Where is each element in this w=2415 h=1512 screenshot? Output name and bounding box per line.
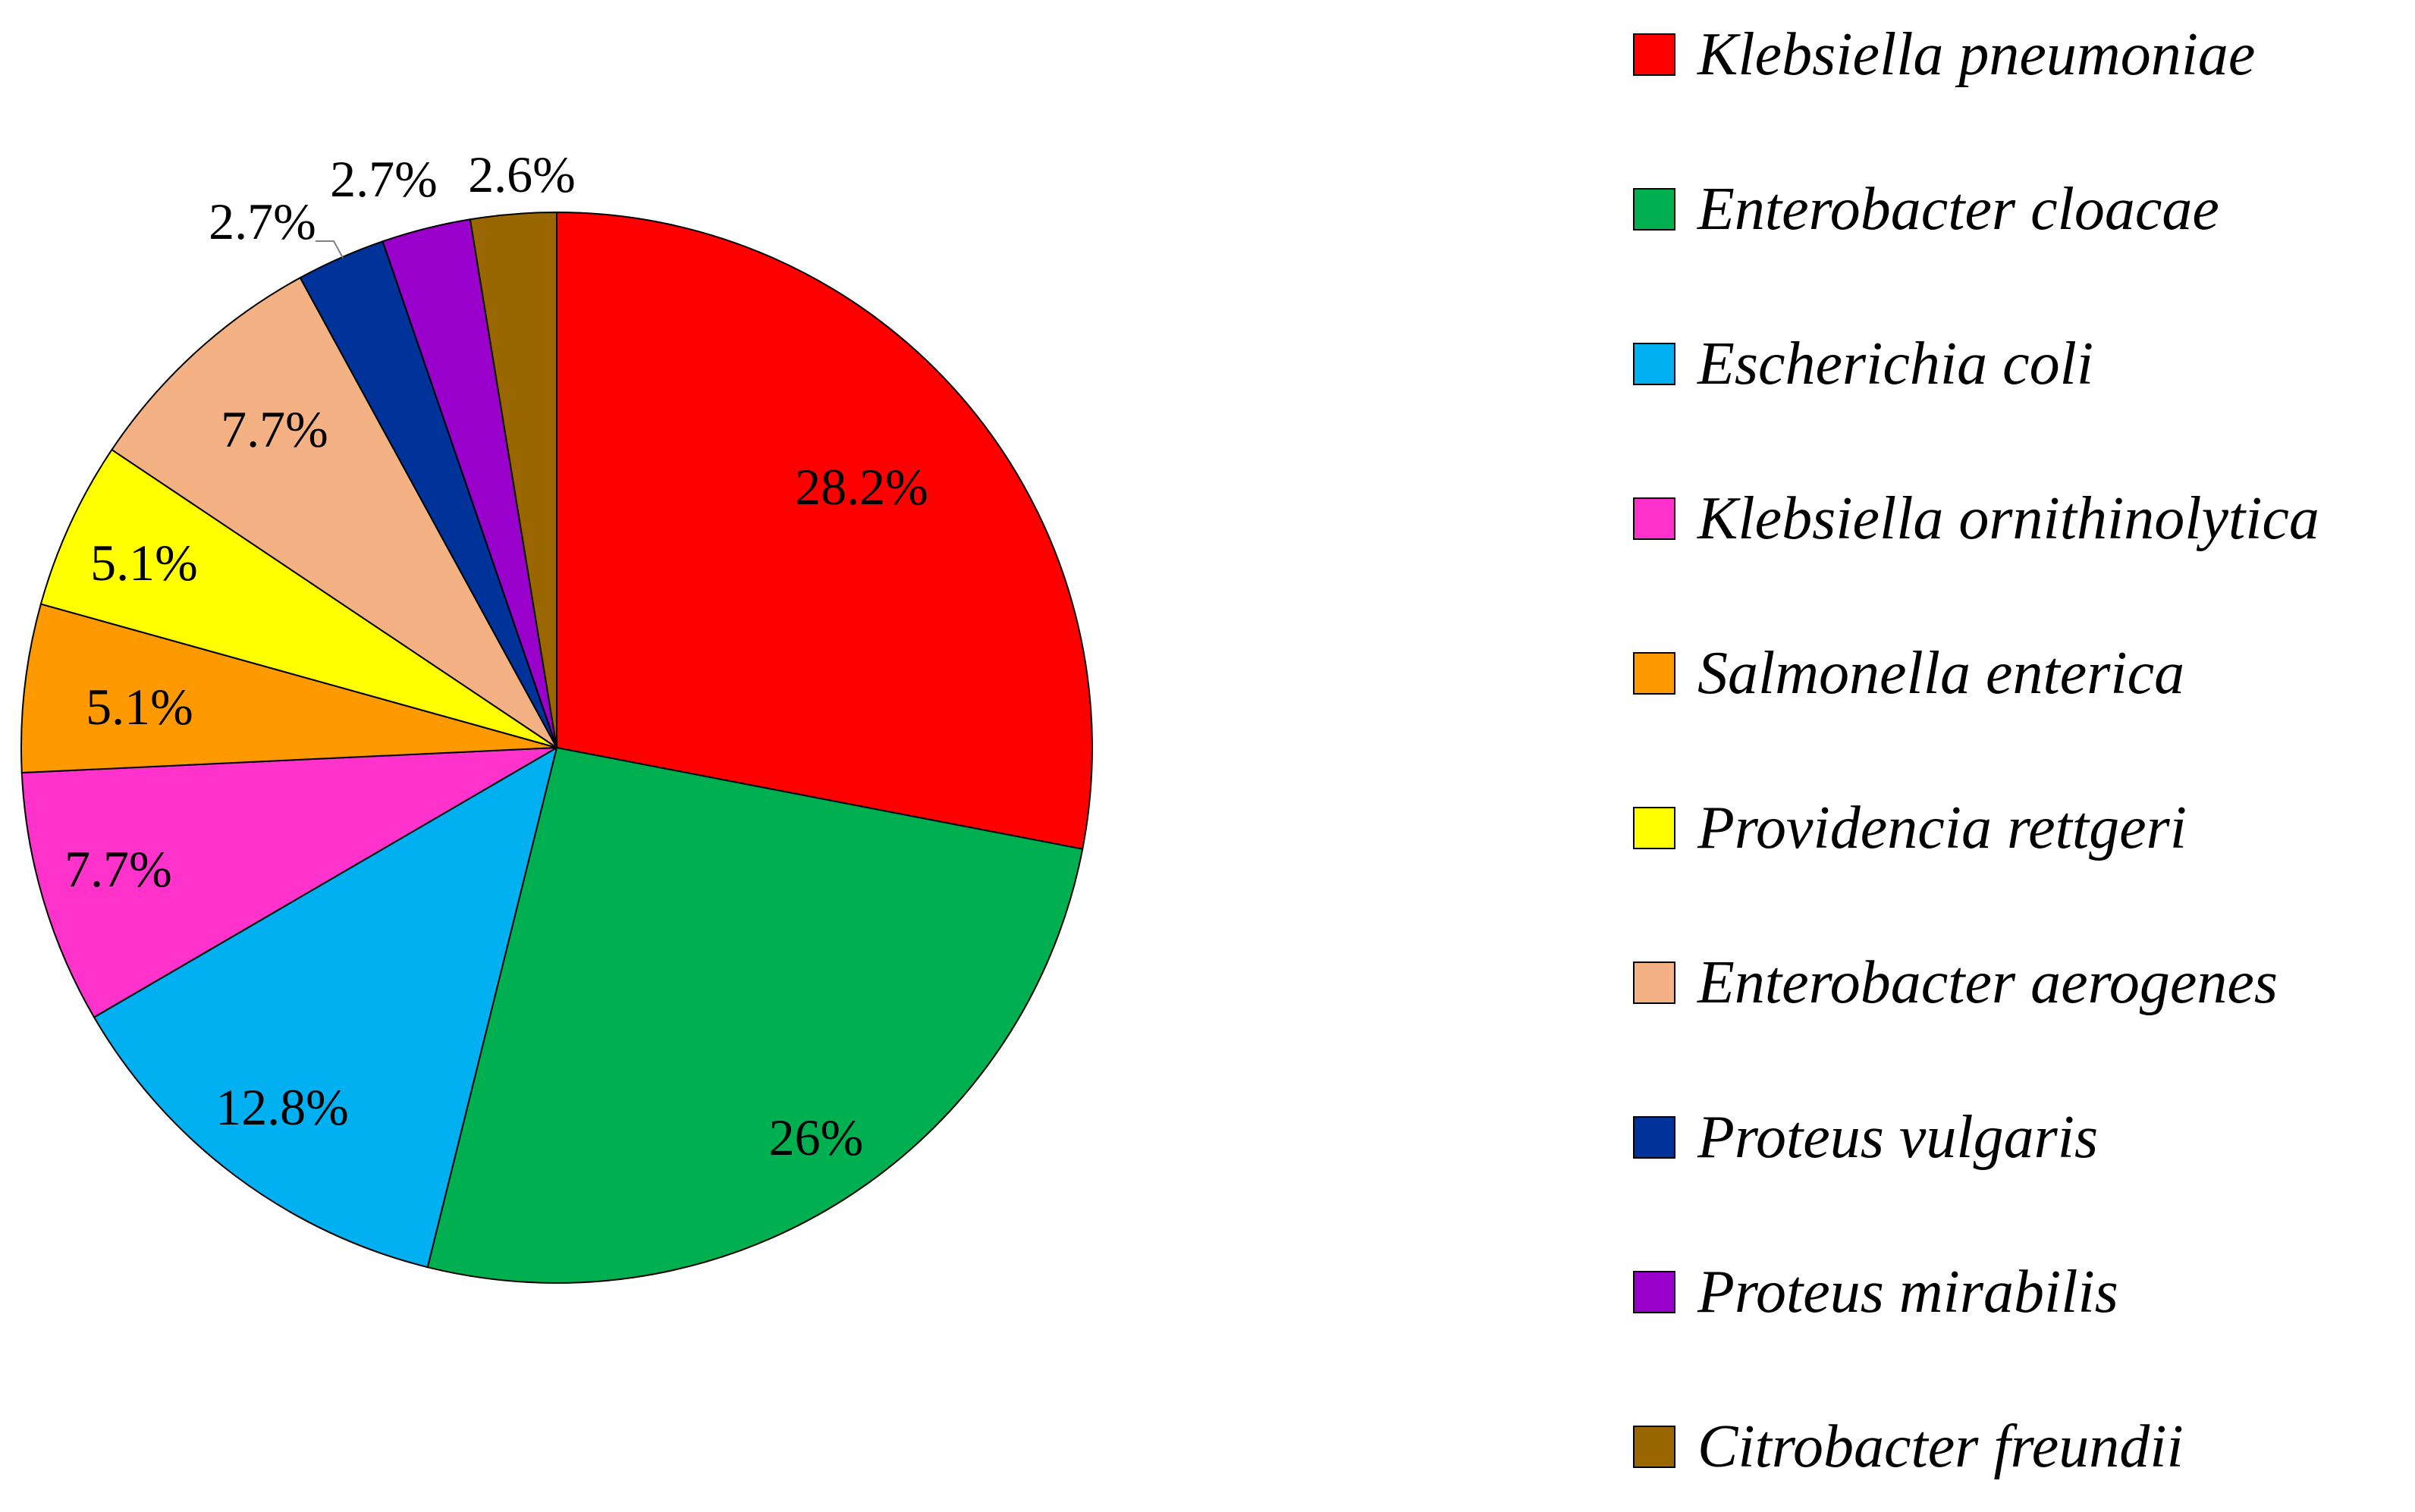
pie-slice-3 <box>93 745 558 1269</box>
pie-slice-5 <box>20 603 557 774</box>
data-label-4: 7.7% <box>64 840 172 898</box>
legend-swatch-7 <box>1633 961 1675 1004</box>
pie-slice-10 <box>469 211 557 748</box>
legend: Klebsiella pneumoniae Enterobacter cloaca… <box>1633 21 2319 1480</box>
legend-swatch-6 <box>1633 807 1675 849</box>
pie-slice-6 <box>39 448 557 748</box>
legend-label-8: Proteus vulgaris <box>1697 1104 2098 1171</box>
data-label-8: 2.7% <box>209 193 316 250</box>
legend-label-2: Enterobacter cloacae <box>1697 176 2219 243</box>
legend-label-3: Escherichia coli <box>1697 331 2093 397</box>
legend-swatch-2 <box>1633 188 1675 231</box>
legend-swatch-4 <box>1633 497 1675 540</box>
legend-swatch-1 <box>1633 33 1675 76</box>
leader-line-proteus-vulgaris <box>316 240 344 259</box>
data-label-3: 12.8% <box>215 1078 349 1136</box>
legend-label-4: Klebsiella ornithinolytica <box>1697 485 2319 552</box>
pie-data-labels: 28.2% 26% 12.8% 7.7% 5.1% 5.1% 7.7% 2.7%2.7% 2.6… <box>64 146 928 1166</box>
pie-slices <box>20 211 1093 1284</box>
label-leader-lines <box>316 240 344 259</box>
legend-swatch-5 <box>1633 652 1675 695</box>
legend-label-5: Salmonella enterica <box>1697 640 2184 707</box>
data-label-6: 5.1% <box>90 534 198 591</box>
legend-label-9: Proteus mirabilis <box>1697 1259 2118 1325</box>
data-label-1: 28.2% <box>795 458 928 516</box>
data-label-5: 5.1% <box>86 678 193 736</box>
data-label-2: 26% <box>769 1109 864 1166</box>
legend-label-7: Enterobacter aerogenes <box>1697 949 2278 1016</box>
legend-swatch-10 <box>1633 1426 1675 1468</box>
data-label-10: 2.6% <box>468 146 576 203</box>
data-label-7: 7.7% <box>221 400 328 458</box>
pie-slice-1 <box>556 211 1093 850</box>
pie-slice-7 <box>111 276 557 748</box>
legend-label-1: Klebsiella pneumoniae <box>1697 21 2255 88</box>
legend-swatch-9 <box>1633 1271 1675 1313</box>
legend-label-6: Providencia rettgeri <box>1697 795 2187 861</box>
pie-slice-4 <box>20 747 557 1018</box>
legend-swatch-8 <box>1633 1116 1675 1159</box>
data-label-9: 2.7% <box>330 150 438 208</box>
pie-slice-2 <box>426 746 1084 1284</box>
legend-label-10: Citrobacter freundii <box>1697 1413 2184 1480</box>
legend-swatch-3 <box>1633 343 1675 385</box>
